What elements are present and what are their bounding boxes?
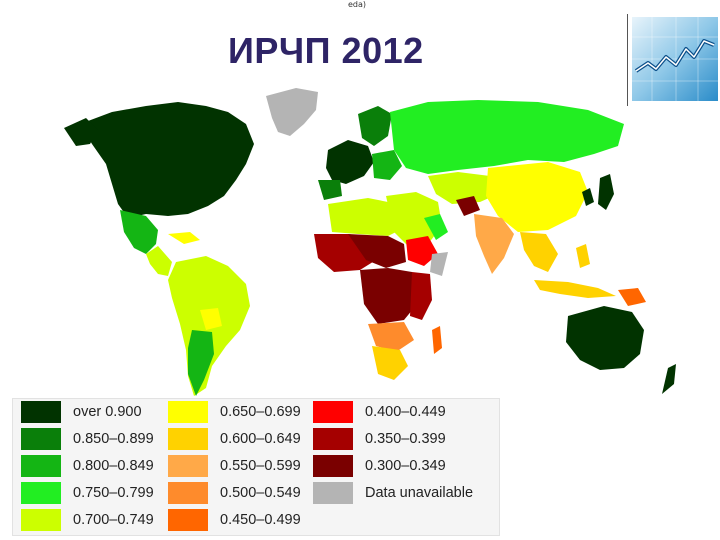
legend-label: 0.300–0.349 [365,458,446,474]
legend-item: 0.550–0.599 [168,455,301,477]
region-bolivia [200,308,222,330]
legend-swatch [168,482,208,504]
legend-label: 0.500–0.549 [220,485,301,501]
region-india [474,214,514,274]
legend-item: 0.700–0.749 [21,509,154,531]
region-japan [598,174,614,210]
legend-label: 0.800–0.849 [73,458,154,474]
region-papua [618,288,646,306]
legend-label: 0.600–0.649 [220,431,301,447]
legend-item: 0.450–0.499 [168,509,301,531]
legend-swatch [313,455,353,477]
slide-title: ИРЧП 2012 [228,30,424,71]
region-iberia [318,180,342,200]
region-afghanistan [456,196,480,216]
legend-item: 0.850–0.899 [21,428,154,450]
region-north-america [80,102,254,218]
region-alaska [64,118,98,146]
top-note: eda) [348,0,367,9]
region-southern-africa [372,346,408,380]
world-choropleth-map [28,84,698,414]
legend-label: 0.700–0.749 [73,512,154,528]
region-north-africa [328,198,404,236]
region-caribbean [168,232,200,244]
legend-item: over 0.900 [21,401,142,423]
legend-swatch [313,428,353,450]
region-australia [566,306,644,370]
legend-label: 0.400–0.449 [365,404,446,420]
region-new-zealand [662,364,676,394]
region-madagascar [432,326,442,354]
region-korea [582,188,594,206]
legend-label: 0.350–0.399 [365,431,446,447]
legend-swatch [21,428,61,450]
region-mexico [120,210,158,254]
region-philippines [576,244,590,268]
legend-label: 0.450–0.499 [220,512,301,528]
region-greenland [266,88,318,136]
legend-item: 0.800–0.849 [21,455,154,477]
legend-item: 0.300–0.349 [313,455,446,477]
region-southeast-asia [520,232,558,272]
legend-swatch [21,509,61,531]
legend-label: over 0.900 [73,404,142,420]
legend-swatch [21,482,61,504]
legend-swatch [21,401,61,423]
legend-label: 0.750–0.799 [73,485,154,501]
region-southern-central-africa [368,322,414,352]
region-central-asia [428,172,498,204]
divider-line [627,14,628,106]
region-middle-east [386,192,442,246]
region-sahel [348,234,406,268]
legend-label: 0.550–0.599 [220,458,301,474]
region-indonesia [534,280,616,298]
legend-swatch [168,509,208,531]
legend-label: 0.850–0.899 [73,431,154,447]
legend-item: 0.600–0.649 [168,428,301,450]
legend-swatch [313,401,353,423]
legend-item: 0.350–0.399 [313,428,446,450]
legend-item: Data unavailable [313,482,473,504]
legend-swatch [168,401,208,423]
region-ethiopia [406,236,438,266]
legend-item: 0.750–0.799 [21,482,154,504]
region-eastern-europe [372,150,402,180]
region-argentina-chile [188,330,214,396]
legend-item: 0.500–0.549 [168,482,301,504]
legend-label: 0.650–0.699 [220,404,301,420]
map-legend: over 0.900 0.850–0.899 0.800–0.849 0.750–0.… [12,398,500,536]
region-gulf [424,214,448,240]
rising-line-chart-icon [632,17,718,101]
region-central-africa [360,268,422,324]
region-somalia [430,252,448,276]
legend-swatch [168,428,208,450]
region-russia [390,100,624,174]
legend-item: 0.400–0.449 [313,401,446,423]
world-map-svg [64,88,676,396]
legend-item: 0.650–0.699 [168,401,301,423]
region-central-america [146,246,172,276]
region-western-europe [326,140,374,184]
legend-swatch [168,455,208,477]
region-scandinavia [358,106,392,146]
region-china [486,162,588,232]
region-east-africa [410,272,432,320]
legend-swatch [313,482,353,504]
legend-swatch [21,455,61,477]
legend-label: Data unavailable [365,485,474,501]
